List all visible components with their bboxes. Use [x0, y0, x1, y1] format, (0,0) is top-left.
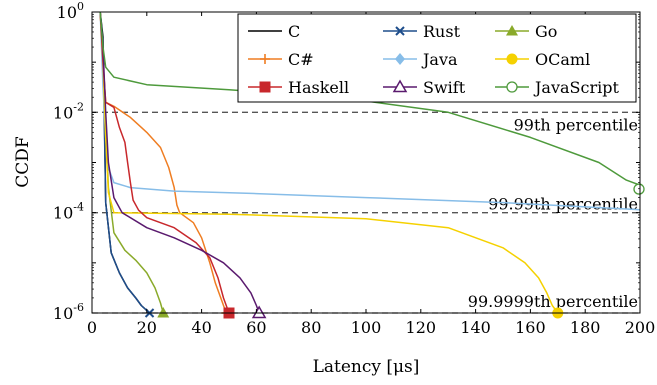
series-line-swift — [99, 12, 260, 313]
legend-item-ocaml: OCaml — [495, 50, 590, 69]
x-tick-label: 120 — [406, 318, 437, 337]
legend-item-c: C# — [248, 50, 314, 69]
y-tick-label: 100 — [57, 0, 84, 22]
legend-label: Swift — [423, 78, 466, 97]
y-tick-label: 10-6 — [53, 301, 84, 323]
x-axis-ticks: 0 20 40 60 80 100 120 140 160 180 200 — [87, 12, 655, 337]
legend-swatch-marker — [506, 81, 518, 93]
legend-item-go: Go — [495, 22, 557, 41]
x-tick-label: 100 — [351, 318, 382, 337]
legend-label: Java — [421, 50, 458, 69]
y-axis-label: CCDF — [13, 136, 33, 188]
percentile-label: 99.9999th percentile — [468, 292, 638, 311]
legend-swatch-marker — [506, 25, 518, 36]
legend-item-javascript: JavaScript — [495, 78, 619, 97]
legend-swatch-marker — [392, 79, 408, 93]
y-tick-label: 10-2 — [53, 100, 84, 122]
legend-item-java: Java — [383, 50, 458, 69]
x-tick-label: 140 — [460, 318, 491, 337]
series-layer — [99, 12, 640, 313]
legend-label: C — [288, 22, 300, 41]
legend-label: Rust — [423, 22, 461, 41]
x-tick-label: 20 — [137, 318, 157, 337]
legend-item-haskell: Haskell — [248, 78, 349, 97]
series-line-haskell — [99, 12, 230, 313]
series-line-c — [99, 12, 228, 313]
legend-item-c: C — [248, 22, 300, 41]
percentile-label: 99th percentile — [514, 115, 638, 134]
legend-label: JavaScript — [533, 78, 619, 97]
y-axis-ticks: 100 10-2 10-4 10-6 — [53, 0, 640, 323]
percentile-reference-lines: 99th percentile 99.99th percentile 99.9999… — [92, 111, 640, 314]
legend-label: OCaml — [535, 50, 590, 69]
series-end-marker-swift — [251, 305, 267, 319]
legend-swatch-marker — [260, 54, 270, 64]
x-tick-label: 80 — [301, 318, 321, 337]
series-end-marker-go — [157, 307, 170, 318]
percentile-label: 99.99th percentile — [488, 195, 638, 214]
legend-swatch-marker — [506, 53, 518, 65]
x-tick-label: 200 — [625, 318, 656, 337]
series-line-go — [99, 12, 164, 313]
x-tick-label: 160 — [515, 318, 546, 337]
x-tick-label: 60 — [246, 318, 266, 337]
x-tick-label: 40 — [191, 318, 211, 337]
legend-label: Go — [535, 22, 557, 41]
legend-item-swift: Swift — [383, 78, 466, 97]
legend: C C# Haskell Rust Java Swift Go OCaml JavaScript — [237, 13, 637, 103]
legend-label: Haskell — [288, 78, 349, 97]
legend-label: C# — [288, 50, 314, 69]
series-line-ocaml — [99, 12, 559, 313]
legend-swatch-marker — [259, 81, 271, 93]
x-axis-label: Latency [μs] — [313, 357, 420, 377]
legend-swatch-marker — [395, 26, 405, 36]
y-tick-label: 10-4 — [53, 201, 84, 223]
legend-item-rust: Rust — [383, 22, 461, 41]
x-tick-label: 0 — [87, 318, 97, 337]
legend-box — [237, 13, 637, 103]
x-tick-label: 180 — [570, 318, 601, 337]
legend-swatch-marker — [395, 53, 405, 65]
